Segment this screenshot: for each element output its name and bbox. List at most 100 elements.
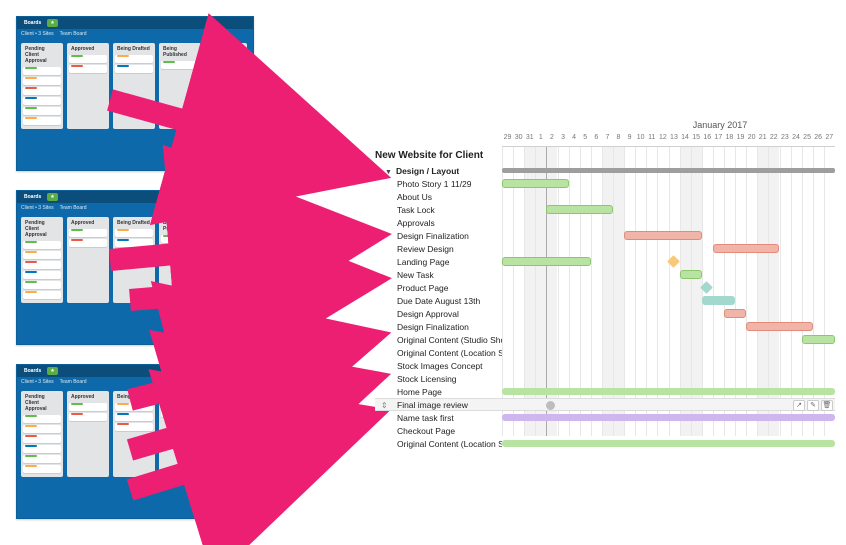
gantt-bar[interactable] (624, 231, 702, 240)
board-card[interactable] (115, 229, 153, 237)
gantt-task-row[interactable]: Stock Licensing (375, 372, 835, 385)
board-card[interactable] (115, 413, 153, 421)
gantt-selection-dot[interactable] (546, 401, 555, 410)
gantt-task-row[interactable]: Stock Images Concept (375, 359, 835, 372)
board-card[interactable] (69, 229, 107, 237)
gantt-bar[interactable] (713, 244, 780, 253)
board-card[interactable] (23, 87, 61, 95)
board-card[interactable] (23, 445, 61, 453)
gantt-bar[interactable] (680, 270, 702, 279)
board-card[interactable] (161, 235, 199, 243)
gantt-task-row[interactable]: Original Content (Location Shoot) (375, 437, 835, 450)
board-card[interactable] (23, 67, 61, 75)
gantt-bar[interactable] (502, 440, 835, 447)
board-column[interactable]: Customer Feedback (205, 217, 247, 303)
board-card[interactable] (115, 403, 153, 411)
gantt-task-row[interactable]: Original Content (Location Shoot) (375, 346, 835, 359)
board-column[interactable]: Pending Client Approval (21, 217, 63, 303)
board-card[interactable] (23, 97, 61, 105)
board-card[interactable] (23, 261, 61, 269)
board-card[interactable] (69, 55, 107, 63)
gantt-bar[interactable] (546, 205, 613, 214)
gantt-bar[interactable] (702, 296, 735, 305)
gantt-milestone-icon[interactable] (667, 255, 680, 268)
board-card[interactable] (69, 413, 107, 421)
board-card[interactable] (207, 119, 245, 125)
board-card[interactable] (23, 281, 61, 289)
board-card[interactable] (207, 245, 245, 253)
boards-menu[interactable]: Boards (21, 19, 44, 27)
board-card[interactable] (23, 465, 61, 473)
gantt-task-row[interactable]: Review Design (375, 242, 835, 255)
boards-menu[interactable]: Boards (21, 193, 44, 201)
gantt-bar[interactable] (746, 322, 813, 331)
gantt-bar[interactable] (502, 388, 835, 395)
gantt-task-row[interactable]: Landing Page (375, 255, 835, 268)
board-card[interactable] (115, 239, 153, 247)
gantt-bar[interactable] (502, 414, 835, 421)
board-card[interactable] (23, 415, 61, 423)
board-card[interactable] (161, 61, 199, 69)
board-card[interactable] (161, 409, 199, 417)
board-column[interactable]: Customer Feedback (205, 43, 247, 129)
gantt-task-row[interactable]: Due Date August 13th (375, 294, 835, 307)
board-card[interactable] (207, 71, 245, 79)
board-column[interactable]: Approved (67, 391, 109, 477)
board-card[interactable] (115, 55, 153, 63)
board-card[interactable] (23, 435, 61, 443)
board-column[interactable]: Being Published (159, 391, 201, 477)
board-card[interactable] (69, 65, 107, 73)
edit-icon[interactable]: ✎ (807, 400, 819, 411)
board-column[interactable]: Pending Client Approval (21, 43, 63, 129)
board-card[interactable] (207, 409, 245, 417)
gantt-task-row[interactable]: Checkout Page (375, 424, 835, 437)
board-card[interactable] (69, 403, 107, 411)
gantt-bar[interactable] (502, 179, 569, 188)
board-card[interactable] (207, 235, 245, 243)
gantt-task-row[interactable]: Design Finalization (375, 229, 835, 242)
open-icon[interactable]: ↗ (793, 400, 805, 411)
board-column[interactable]: Approved (67, 217, 109, 303)
board-card[interactable] (115, 423, 153, 431)
star-button[interactable]: ★ (47, 193, 57, 201)
board-card[interactable] (23, 291, 61, 299)
gantt-bar[interactable] (502, 257, 591, 266)
board-card[interactable] (23, 241, 61, 249)
board-card[interactable] (69, 239, 107, 247)
board-card[interactable] (23, 271, 61, 279)
gantt-task-row[interactable]: New Task (375, 268, 835, 281)
board-column[interactable]: Approved (67, 43, 109, 129)
gantt-task-row[interactable]: Task Lock (375, 203, 835, 216)
board-card[interactable] (207, 293, 245, 299)
board-card[interactable] (23, 107, 61, 115)
gantt-milestone-icon[interactable] (700, 281, 713, 294)
board-column[interactable]: Being Drafted (113, 217, 155, 303)
gantt-bar[interactable] (724, 309, 746, 318)
star-button[interactable]: ★ (47, 19, 57, 27)
board-column[interactable]: Being Drafted (113, 391, 155, 477)
board-card[interactable] (23, 455, 61, 463)
board-column[interactable]: Customer Feedback (205, 391, 247, 477)
delete-icon[interactable]: 🗑 (821, 400, 833, 411)
board-column[interactable]: Being Published (159, 217, 201, 303)
board-card[interactable] (207, 61, 245, 69)
gantt-task-row[interactable]: Design Finalization (375, 320, 835, 333)
gantt-task-row[interactable]: Approvals (375, 216, 835, 229)
board-card[interactable] (23, 77, 61, 85)
gantt-task-row[interactable]: Product Page (375, 281, 835, 294)
gantt-task-row[interactable]: Photo Story 1 11/29 (375, 177, 835, 190)
gantt-task-row[interactable]: Home Page (375, 385, 835, 398)
board-card[interactable] (115, 65, 153, 73)
drag-handle-icon[interactable]: ⇕ (381, 401, 388, 410)
board-card[interactable] (207, 467, 245, 473)
gantt-task-row[interactable]: Original Content (Studio Shoot) (375, 333, 835, 346)
board-card[interactable] (23, 251, 61, 259)
gantt-task-row[interactable]: Name task first (375, 411, 835, 424)
board-column[interactable]: Being Drafted (113, 43, 155, 129)
boards-menu[interactable]: Boards (21, 367, 44, 375)
gantt-group-row[interactable]: Design / Layout (375, 164, 835, 177)
gantt-bar[interactable] (802, 335, 835, 344)
gantt-task-row[interactable]: About Us (375, 190, 835, 203)
gantt-task-row[interactable]: Final image review⇕↗✎🗑 (375, 398, 835, 411)
board-card[interactable] (23, 425, 61, 433)
